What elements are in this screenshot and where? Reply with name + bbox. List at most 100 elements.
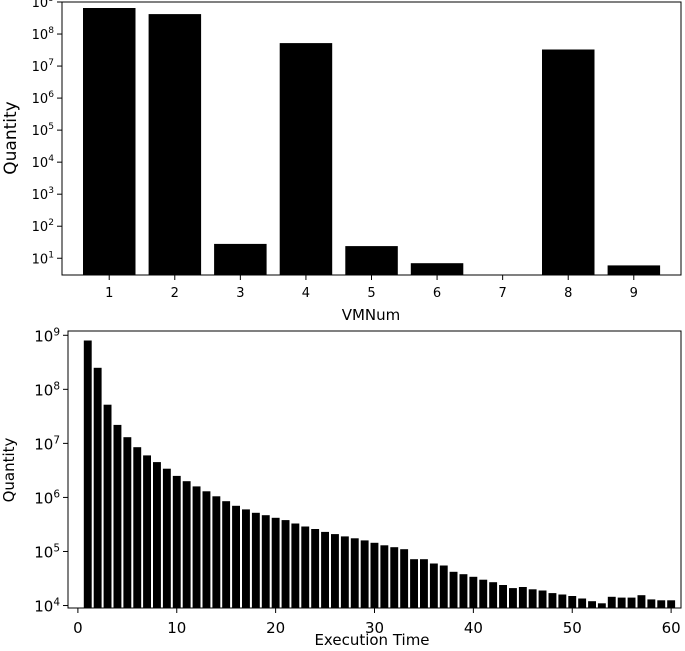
chart1-y-tick-label: 103 [32,186,55,203]
chart2-bar-50 [568,596,577,608]
chart2-bar-21 [281,520,290,608]
chart2-bar-6 [133,447,142,608]
chart1-x-tick-label: 1 [105,286,113,301]
chart1-x-tick-label: 3 [236,286,244,301]
chart2-bars [83,340,676,608]
chart2-bar-28 [350,538,359,608]
chart2-x-tick-label: 40 [464,619,483,637]
chart2-y-tick-label-base: 10 [34,598,53,616]
chart2-bar-36 [429,563,438,608]
chart2-bar-1 [83,340,92,608]
chart1-y-tick-label: 109 [32,0,55,11]
chart2-bar-9 [162,468,171,608]
chart2-bar-23 [301,526,310,608]
chart2-bar-57 [637,595,646,608]
chart2-bar-15 [222,501,231,608]
chart2-bar-38 [449,571,458,608]
chart1-y-tick-label: 106 [32,90,55,107]
chart1-bar-3 [214,243,267,275]
chart1-y-tick-label: 105 [32,122,54,139]
chart2-bar-16 [232,505,240,608]
chart1-y-tick-label-exponent: 9 [48,0,54,4]
chart2-bar-33 [400,549,409,608]
chart2-bar-48 [548,593,557,608]
chart2-bar-22 [291,523,300,608]
chart2-bar-47 [538,590,547,608]
chart1-x-tick-label: 7 [499,286,507,301]
chart2-bar-34 [410,559,418,608]
chart2-y-tick-label-base: 10 [34,435,53,453]
chart2-bar-25 [321,531,329,608]
chart1-bar-5 [345,246,398,275]
chart1-bars [83,8,661,275]
chart2-bar-35 [420,559,428,608]
chart2-bar-10 [172,475,181,608]
chart2-bar-40 [469,576,478,608]
chart1-x-tick-label: 4 [302,286,310,301]
chart2-bar-60 [667,600,676,608]
chart2-y-tick-label: 108 [34,380,60,399]
chart2-x-tick-label: 60 [662,619,681,637]
chart2-bar-52 [588,601,596,608]
chart2-bar-51 [578,598,587,608]
chart1-y-tick-label: 107 [32,58,55,75]
chart1-y-tick-label-base: 10 [32,188,49,203]
chart2-y-tick-label: 106 [34,488,60,507]
chart2-bar-46 [528,589,537,608]
chart2-bar-4 [113,424,122,608]
chart2-y-tick-label-base: 10 [34,327,53,345]
chart2-bar-58 [647,599,656,608]
chart1-y-tick-label-exponent: 8 [48,26,54,36]
chart1-y-tick-label: 104 [32,154,55,171]
chart2-bar-17 [242,509,250,608]
chart2-x-ticks: 0 10 20 30 40 50 60 [73,608,681,637]
chart2-bar-49 [558,594,567,608]
chart1-y-tick-label: 101 [32,250,54,267]
chart2-y-tick-label-base: 10 [34,543,53,561]
chart2-bar-59 [657,600,666,608]
chart2-bar-2 [93,367,102,608]
chart2-bar-55 [617,597,626,608]
chart2-y-tick-label-exponent: 9 [53,326,60,338]
chart1-x-tick-label: 8 [564,286,572,301]
chart2-bar-29 [360,540,369,608]
chart1-y-axis-label: Quantity [1,101,21,174]
chart1-y-tick-label-base: 10 [32,28,49,43]
chart2-x-tick-label: 0 [73,619,83,637]
chart1-x-ticks: 1 2 3 4 5 6 7 8 9 [105,275,638,301]
chart2-bar-27 [340,536,349,608]
chart2-bar-39 [459,574,468,608]
chart2-x-tick-label: 20 [266,619,285,637]
chart2-x-tick-label: 10 [167,619,186,637]
chart2-bar-7 [143,455,151,608]
chart1-y-tick-label-exponent: 2 [48,218,54,228]
chart2-y-tick-label: 105 [34,542,60,561]
chart2-y-tick-label: 107 [34,434,60,453]
chart2-y-tick-label-exponent: 8 [53,380,60,392]
chart1-y-tick-label-base: 10 [32,220,49,235]
chart1-bar-8 [542,49,595,275]
chart2-y-tick-label-base: 10 [34,489,53,507]
chart2-bar-14 [212,496,221,608]
chart2-bar-24 [311,529,320,608]
chart1-y-tick-label-base: 10 [32,156,49,171]
chart1-y-tick-label-base: 10 [32,124,49,139]
chart1-y-tick-label-base: 10 [32,252,49,267]
chart1-bar-4 [279,43,333,275]
chart1-x-tick-label: 5 [367,286,375,301]
chart2-y-tick-label-exponent: 5 [53,542,60,554]
chart2-bar-53 [597,603,606,608]
chart2-bar-54 [607,596,616,608]
chart2-bar-42 [489,582,498,608]
chart1-x-tick-label: 6 [433,286,441,301]
chart2-y-tick-label-exponent: 6 [53,488,60,500]
chart2-y-axis-label: Quantity [0,437,18,502]
chart2-y-tick-label: 104 [34,597,60,616]
chart1-y-tick-label-exponent: 4 [48,154,54,164]
chart2-bar-43 [499,585,507,608]
chart2-bar-18 [251,512,260,608]
